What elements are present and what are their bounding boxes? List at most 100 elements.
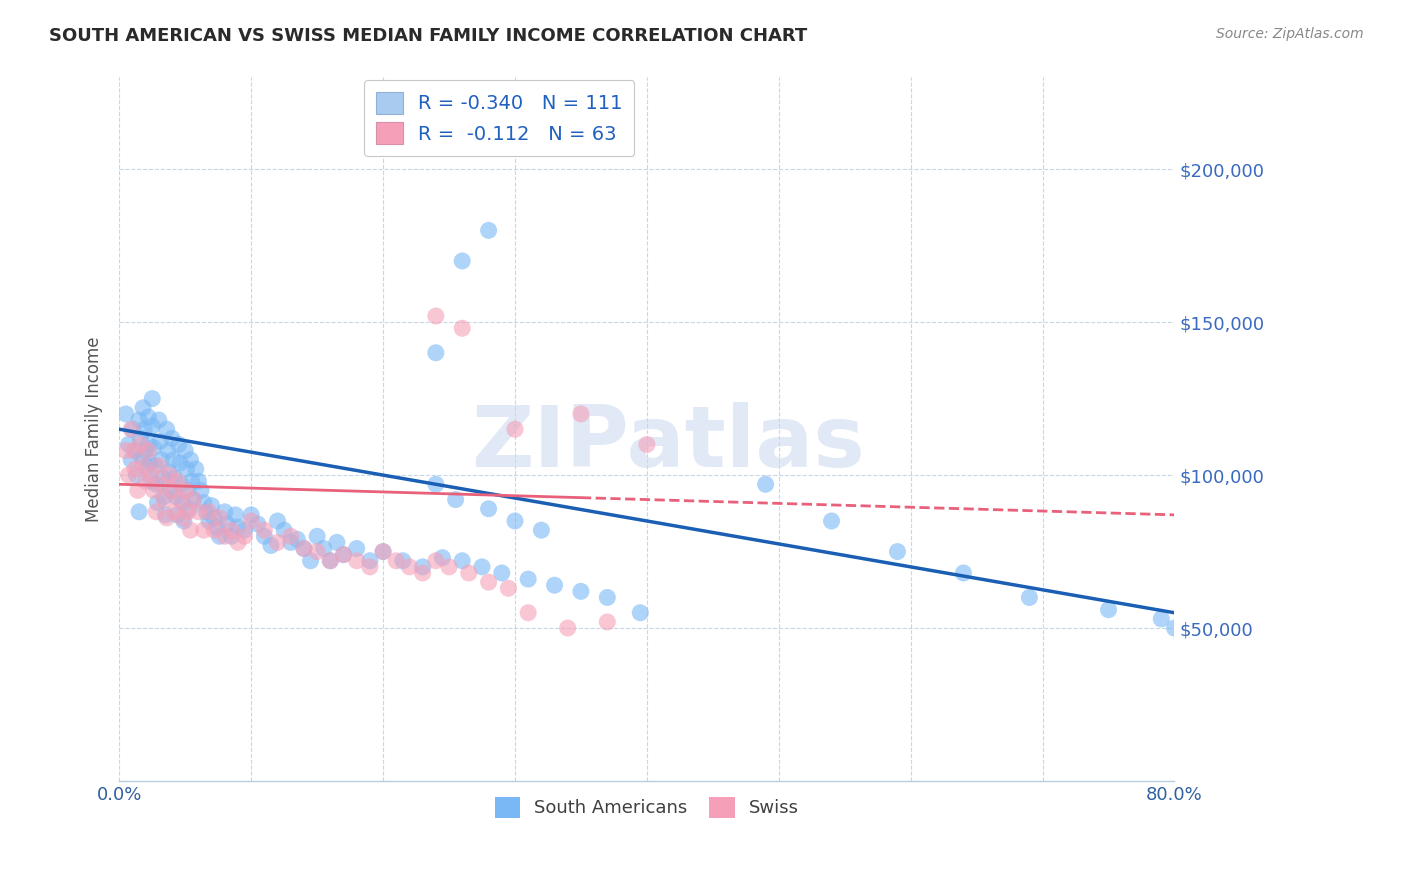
Point bbox=[412, 566, 434, 580]
Point bbox=[596, 615, 619, 629]
Point bbox=[180, 474, 202, 488]
Point bbox=[273, 523, 295, 537]
Point bbox=[179, 452, 201, 467]
Point bbox=[145, 477, 167, 491]
Point bbox=[280, 535, 302, 549]
Point bbox=[359, 560, 381, 574]
Point bbox=[471, 560, 494, 574]
Point bbox=[115, 443, 138, 458]
Point bbox=[128, 505, 150, 519]
Point bbox=[181, 492, 204, 507]
Point bbox=[157, 443, 180, 458]
Point bbox=[156, 422, 179, 436]
Point bbox=[557, 621, 579, 635]
Point bbox=[157, 465, 180, 479]
Point bbox=[221, 529, 243, 543]
Point bbox=[392, 554, 415, 568]
Point bbox=[132, 401, 155, 415]
Point bbox=[166, 474, 188, 488]
Point bbox=[156, 511, 179, 525]
Point bbox=[202, 523, 225, 537]
Point bbox=[172, 511, 194, 525]
Point bbox=[173, 514, 195, 528]
Point bbox=[319, 554, 342, 568]
Point bbox=[138, 456, 160, 470]
Point bbox=[148, 413, 170, 427]
Point bbox=[307, 529, 329, 543]
Point bbox=[332, 548, 354, 562]
Point bbox=[326, 535, 349, 549]
Point bbox=[240, 514, 263, 528]
Point bbox=[162, 452, 184, 467]
Point bbox=[346, 554, 368, 568]
Point bbox=[176, 462, 198, 476]
Point bbox=[543, 578, 565, 592]
Point bbox=[636, 437, 658, 451]
Point bbox=[143, 458, 166, 473]
Point bbox=[153, 492, 176, 507]
Point bbox=[177, 505, 200, 519]
Point bbox=[240, 508, 263, 522]
Point bbox=[432, 550, 454, 565]
Point bbox=[142, 441, 165, 455]
Point bbox=[1018, 591, 1040, 605]
Point bbox=[139, 474, 162, 488]
Point bbox=[952, 566, 974, 580]
Point bbox=[177, 483, 200, 498]
Point bbox=[163, 505, 186, 519]
Point bbox=[169, 492, 191, 507]
Point bbox=[312, 541, 335, 556]
Point bbox=[159, 483, 181, 498]
Point bbox=[160, 431, 183, 445]
Point bbox=[478, 501, 501, 516]
Point bbox=[120, 452, 142, 467]
Point bbox=[129, 431, 152, 445]
Point bbox=[224, 508, 246, 522]
Point bbox=[208, 529, 231, 543]
Point bbox=[498, 582, 520, 596]
Point bbox=[412, 560, 434, 574]
Point bbox=[129, 437, 152, 451]
Point bbox=[135, 443, 157, 458]
Point bbox=[149, 434, 172, 449]
Point bbox=[246, 516, 269, 531]
Point bbox=[886, 544, 908, 558]
Point bbox=[165, 490, 187, 504]
Point bbox=[198, 505, 221, 519]
Point bbox=[131, 450, 153, 464]
Point bbox=[292, 541, 315, 556]
Point bbox=[134, 422, 156, 436]
Point bbox=[187, 474, 209, 488]
Point bbox=[385, 554, 408, 568]
Point bbox=[153, 490, 176, 504]
Point bbox=[444, 492, 467, 507]
Point bbox=[820, 514, 842, 528]
Point bbox=[139, 468, 162, 483]
Point bbox=[437, 560, 460, 574]
Point bbox=[167, 437, 190, 451]
Point bbox=[117, 437, 139, 451]
Point bbox=[160, 483, 183, 498]
Point bbox=[280, 529, 302, 543]
Point bbox=[135, 474, 157, 488]
Point bbox=[451, 554, 474, 568]
Point bbox=[478, 223, 501, 237]
Point bbox=[425, 309, 447, 323]
Point bbox=[307, 544, 329, 558]
Point bbox=[148, 458, 170, 473]
Point bbox=[136, 409, 159, 424]
Point bbox=[187, 505, 209, 519]
Text: Source: ZipAtlas.com: Source: ZipAtlas.com bbox=[1216, 27, 1364, 41]
Point bbox=[530, 523, 553, 537]
Point bbox=[517, 572, 540, 586]
Point bbox=[569, 584, 592, 599]
Point bbox=[233, 529, 256, 543]
Point bbox=[451, 254, 474, 268]
Point bbox=[1150, 612, 1173, 626]
Point bbox=[457, 566, 479, 580]
Point bbox=[198, 514, 221, 528]
Point bbox=[174, 443, 197, 458]
Point bbox=[200, 499, 222, 513]
Point bbox=[152, 471, 174, 485]
Point bbox=[170, 477, 193, 491]
